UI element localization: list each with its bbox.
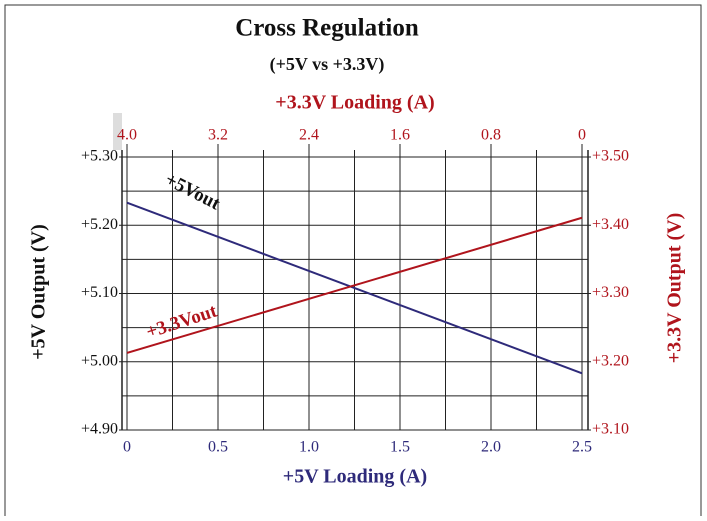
y-tick-label: +5.30 [81, 148, 118, 165]
y-axis-title: +5V Output (V) [28, 224, 50, 360]
y2-tick-label: +3.50 [592, 148, 629, 165]
y-tick-label: +5.20 [81, 216, 118, 233]
x2-tick-label: 0.8 [481, 127, 501, 144]
x-tick-label: 1.0 [299, 439, 319, 456]
y-tick-label: +4.90 [81, 421, 118, 438]
x-tick-label: 2.5 [572, 439, 592, 456]
x2-tick-label: 3.2 [208, 127, 228, 144]
chart-subtitle: (+5V vs +3.3V) [270, 54, 385, 75]
x2-tick-label: 4.0 [117, 127, 137, 144]
x-tick-label: 0 [123, 439, 131, 456]
chart-title: Cross Regulation [235, 15, 419, 42]
x-tick-label: 0.5 [208, 439, 228, 456]
frame [4, 4, 702, 521]
x-tick-label: 2.0 [481, 439, 501, 456]
y-tick-label: +5.00 [81, 352, 118, 369]
y2-axis-title: +3.3V Output (V) [664, 213, 686, 364]
y2-tick-label: +3.10 [592, 421, 629, 438]
x2-tick-label: 0 [578, 127, 586, 144]
x-axis-title: +5V Loading (A) [283, 466, 427, 488]
series-line [126, 216, 583, 354]
x2-tick-label: 1.6 [390, 127, 410, 144]
y2-tick-label: +3.30 [592, 284, 629, 301]
corner-block [113, 113, 122, 150]
x2-tick-label: 2.4 [299, 127, 319, 144]
y-tick-label: +5.10 [81, 284, 118, 301]
y2-tick-label: +3.40 [592, 216, 629, 233]
x-tick-label: 1.5 [390, 439, 410, 456]
series-line [126, 201, 583, 375]
y2-tick-label: +3.20 [592, 352, 629, 369]
x2-axis-title: +3.3V Loading (A) [275, 92, 434, 114]
